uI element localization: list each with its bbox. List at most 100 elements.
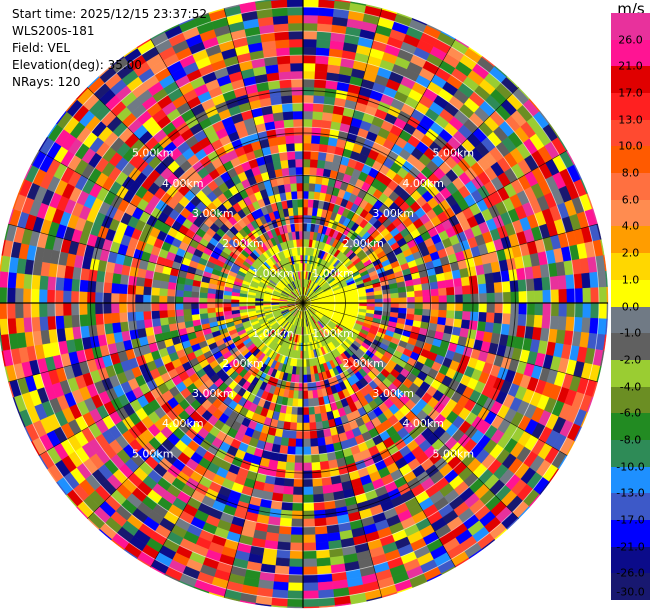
gate-cell — [302, 478, 313, 488]
gate-cell — [103, 312, 113, 325]
gate-cell — [316, 31, 332, 41]
gate-cell — [292, 494, 304, 504]
gate-cell — [47, 276, 57, 291]
gate-cell — [317, 444, 328, 455]
gate-cell — [322, 111, 334, 122]
gate-cell — [276, 549, 291, 559]
gate-cell — [316, 565, 332, 575]
gate-cell — [272, 160, 282, 171]
gate-cell — [501, 281, 511, 293]
gate-cell — [460, 319, 471, 330]
gate-cell — [158, 295, 168, 304]
gate-cell — [63, 314, 73, 329]
gate-cell — [279, 517, 292, 527]
gate-cell — [127, 311, 137, 322]
gate-cell — [437, 316, 447, 326]
gate-cell — [150, 302, 160, 312]
colorbar-tick-label: -4.0 — [619, 380, 642, 394]
gate-cell — [276, 460, 287, 471]
gate-cell — [288, 430, 297, 440]
gate-cell — [288, 558, 304, 568]
gate-cell — [305, 358, 310, 368]
gate-cell — [286, 199, 294, 209]
gate-cell — [317, 151, 328, 162]
gate-cell — [366, 295, 376, 300]
gate-cell — [302, 14, 319, 24]
gate-cell — [310, 445, 320, 456]
gate-cell — [453, 310, 463, 320]
gate-cell — [293, 462, 304, 472]
gate-cell — [525, 278, 535, 292]
range-ring-label: 1.00km — [252, 267, 294, 280]
gate-cell — [302, 150, 312, 160]
gate-cell — [302, 142, 312, 152]
gate-cell — [311, 461, 321, 471]
range-ring-label: 4.00km — [402, 177, 444, 190]
gate-cell — [71, 278, 81, 292]
gate-cell — [302, 46, 317, 56]
gate-cell — [287, 582, 304, 592]
gate-cell — [281, 493, 294, 503]
gate-cell — [276, 47, 291, 57]
range-ring-label: 3.00km — [372, 207, 414, 220]
gate-cell — [477, 312, 487, 323]
range-ring-label: 5.00km — [432, 447, 474, 460]
gate-cell — [296, 190, 304, 200]
gate-cell — [297, 206, 304, 216]
gate-cell — [470, 293, 480, 304]
gate-cell — [290, 534, 304, 544]
colorbar-tick-label: -6.0 — [619, 406, 642, 420]
gate-cell — [302, 598, 320, 608]
gate-cell — [286, 150, 296, 161]
gate-cell — [182, 308, 192, 316]
gate-cell — [306, 366, 311, 376]
gate-cell — [302, 566, 318, 576]
gate-cell — [302, 22, 318, 32]
gate-cell — [142, 302, 152, 312]
gate-cell — [291, 190, 298, 200]
colorbar-tick-label: 0.0 — [621, 300, 640, 313]
gate-cell — [312, 103, 325, 113]
gate-cell — [316, 557, 331, 567]
gate-cell — [302, 518, 315, 528]
gate-cell — [549, 276, 559, 291]
gate-cell — [445, 286, 456, 296]
gate-cell — [274, 31, 290, 41]
gate-cell — [302, 574, 318, 584]
gate-cell — [302, 406, 310, 416]
gate-cell — [282, 111, 294, 121]
gate-cell — [445, 310, 456, 320]
gate-cell — [14, 287, 24, 304]
gate-cell — [437, 280, 447, 290]
gate-cell — [276, 541, 291, 551]
gate-cell — [302, 582, 319, 592]
gate-cell — [294, 454, 304, 464]
gate-cell — [296, 414, 304, 424]
gate-cell — [414, 296, 424, 304]
gate-cell — [494, 302, 504, 314]
gate-cell — [310, 150, 320, 161]
gate-cell — [292, 206, 299, 216]
gate-cell — [284, 469, 295, 479]
gate-cell — [454, 294, 464, 304]
gate-cell — [281, 167, 290, 177]
colorbar-tick-label: 2.0 — [621, 246, 640, 260]
gate-cell — [291, 198, 299, 208]
gate-cell — [485, 312, 495, 324]
gate-cell — [493, 281, 503, 294]
gate-cell — [275, 39, 290, 49]
gate-cell — [302, 118, 313, 128]
gate-cell — [143, 286, 153, 296]
gate-cell — [501, 313, 511, 325]
gate-cell — [31, 316, 41, 332]
gate-cell — [294, 222, 300, 232]
gate-cell — [302, 542, 317, 552]
gate-cell — [291, 94, 304, 104]
gate-cell — [54, 302, 64, 317]
gate-cell — [478, 293, 488, 304]
gate-cell — [78, 291, 88, 304]
gate-cell — [198, 297, 208, 304]
gate-cell — [166, 288, 176, 297]
gate-cell — [582, 302, 592, 319]
